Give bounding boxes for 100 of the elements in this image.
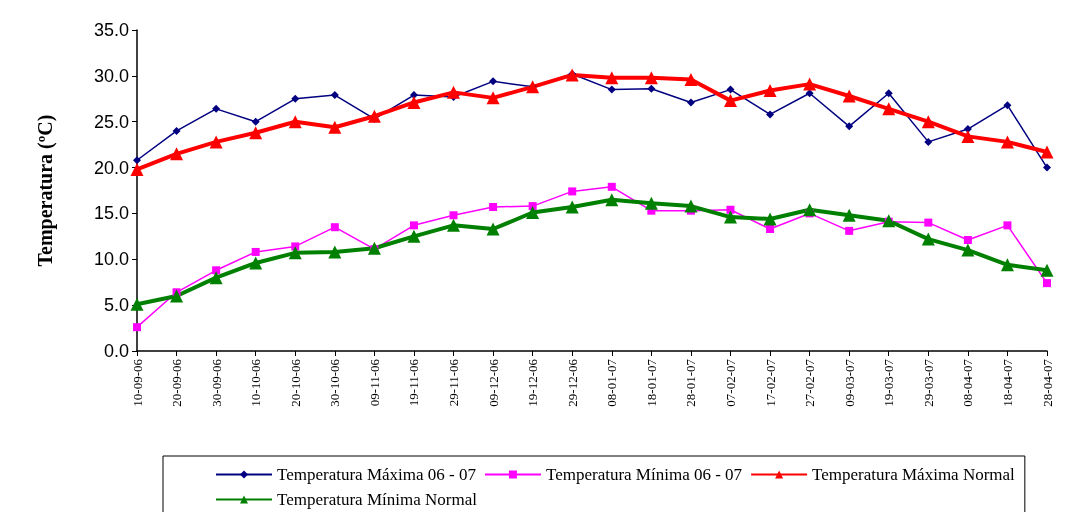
point <box>882 102 896 116</box>
point <box>1040 145 1054 159</box>
point <box>251 247 260 256</box>
point <box>447 218 461 232</box>
point <box>644 71 658 85</box>
point <box>251 117 260 126</box>
x-tick-label: 19-12-06 <box>525 358 541 407</box>
point <box>842 89 856 103</box>
point <box>249 126 263 140</box>
point <box>367 241 381 255</box>
y-axis-title: Temperatura (ºC) <box>34 114 57 267</box>
legend-label: Temperatura Máxima 06 - 07 <box>277 465 477 484</box>
point <box>489 203 498 212</box>
point <box>291 242 300 251</box>
point <box>845 226 854 235</box>
point <box>367 109 381 123</box>
x-tick-label: 20-09-06 <box>169 358 185 407</box>
x-tick-label: 19-03-07 <box>881 358 897 407</box>
x-tick-label: 30-10-06 <box>327 358 343 407</box>
x-tick-label: 17-02-07 <box>762 358 778 407</box>
y-tick-label: 25.0 <box>93 111 129 132</box>
point <box>684 73 698 87</box>
point <box>288 115 302 129</box>
point <box>291 94 300 103</box>
point <box>328 120 342 134</box>
point <box>921 232 935 246</box>
point <box>209 135 223 149</box>
x-tick-label: 09-12-06 <box>485 358 501 407</box>
legend-label: Temperatura Mínima Normal <box>277 490 478 509</box>
x-tick-label: 09-03-07 <box>841 358 857 407</box>
point <box>607 85 616 94</box>
point <box>803 77 817 91</box>
point <box>130 297 144 311</box>
point <box>133 156 141 165</box>
x-tick-label: 28-01-07 <box>683 358 699 407</box>
point <box>1043 163 1051 172</box>
x-tick-label: 29-11-06 <box>446 358 462 407</box>
x-tick-label: 08-01-07 <box>604 358 620 407</box>
point <box>1003 101 1012 110</box>
point <box>568 187 577 196</box>
point <box>407 95 421 109</box>
point <box>447 85 461 99</box>
point <box>1040 263 1054 277</box>
point <box>409 221 418 230</box>
point <box>961 243 975 257</box>
point <box>407 229 421 243</box>
x-tick-label: 07-02-07 <box>722 358 738 407</box>
point <box>288 246 302 260</box>
point <box>170 147 184 161</box>
legend-label: Temperatura Máxima Normal <box>812 465 1016 484</box>
point <box>212 266 221 275</box>
point <box>803 203 817 217</box>
point <box>766 225 775 234</box>
point <box>486 222 500 236</box>
point <box>486 91 500 105</box>
point <box>1003 221 1012 230</box>
y-tick-label: 30.0 <box>93 65 129 86</box>
x-tick-label: 27-02-07 <box>802 358 818 407</box>
point <box>723 210 737 224</box>
y-tick-label: 35.0 <box>93 20 129 40</box>
point <box>726 85 735 94</box>
y-tick-label: 15.0 <box>93 203 129 224</box>
point <box>647 84 656 93</box>
point <box>684 199 698 213</box>
x-tick-label: 20-10-06 <box>287 358 303 407</box>
y-tick-label: 10.0 <box>93 249 129 270</box>
point <box>249 256 263 270</box>
x-tick-label: 09-11-06 <box>366 358 382 407</box>
point <box>330 91 339 100</box>
y-tick-label: 0.0 <box>103 341 129 361</box>
point <box>565 200 579 214</box>
point <box>605 71 619 85</box>
x-tick-label: 10-09-06 <box>129 358 145 407</box>
point <box>130 162 144 176</box>
point <box>172 126 181 135</box>
x-tick-label: 28-04-07 <box>1039 358 1055 407</box>
x-tick-label: 18-01-07 <box>643 358 659 407</box>
point <box>607 182 616 191</box>
x-tick-label: 08-04-07 <box>960 358 976 407</box>
x-tick-label: 18-04-07 <box>999 358 1015 407</box>
y-tick-label: 5.0 <box>103 295 129 316</box>
point <box>1000 258 1014 272</box>
x-tick-label: 29-12-06 <box>564 358 580 407</box>
point <box>170 289 184 303</box>
point <box>884 89 893 98</box>
point <box>330 223 339 232</box>
y-tick-label: 20.0 <box>93 157 129 178</box>
point <box>212 104 221 113</box>
point <box>133 323 141 332</box>
point <box>924 137 933 146</box>
point <box>963 236 972 245</box>
point <box>1043 279 1051 288</box>
point <box>924 218 933 227</box>
point <box>526 206 540 220</box>
point <box>1000 135 1014 149</box>
x-tick-label: 30-09-06 <box>208 358 224 407</box>
point <box>686 98 695 107</box>
point <box>763 212 777 226</box>
point <box>449 211 458 220</box>
point <box>845 122 854 131</box>
